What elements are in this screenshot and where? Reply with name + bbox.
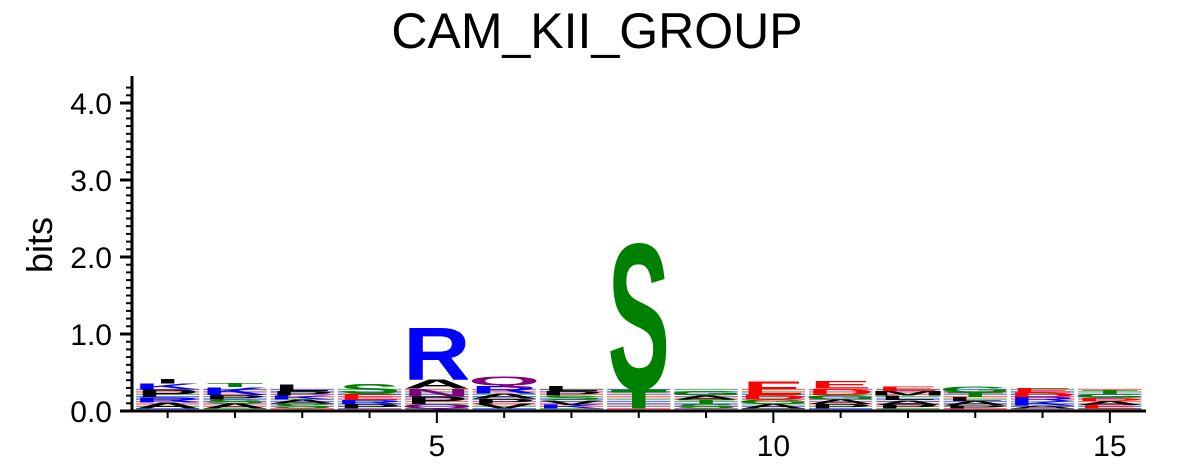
logo-letter-q: Q bbox=[468, 374, 541, 388]
logo-letter-s: S bbox=[608, 201, 670, 433]
logo-letter-k: K bbox=[201, 385, 268, 397]
low-info-residues bbox=[809, 388, 873, 410]
low-info-residues bbox=[1010, 388, 1075, 410]
low-info-residues bbox=[405, 388, 469, 410]
low-info-residues bbox=[674, 388, 738, 410]
y-axis-label: bits bbox=[19, 217, 60, 273]
logo-letter-p: P bbox=[540, 390, 602, 397]
axes: 0.0 1.0 2.0 3.0 4.0 5 10 15 bbox=[70, 76, 1146, 463]
logo-letter-v: V bbox=[540, 399, 602, 406]
logo-letter-a: A bbox=[134, 401, 201, 411]
logo-letter-p: P bbox=[810, 403, 872, 410]
logo-letter-k: K bbox=[134, 382, 202, 392]
logo-letter-a: A bbox=[672, 395, 739, 401]
y-tick-label: 1.0 bbox=[70, 319, 112, 352]
x-tick-label: 5 bbox=[429, 430, 446, 463]
y-tick-label: 4.0 bbox=[70, 88, 112, 121]
logo-letter-p: P bbox=[406, 395, 468, 407]
logo-letter-t: T bbox=[206, 382, 263, 388]
low-info-residues bbox=[741, 388, 805, 410]
logo-letter-d: D bbox=[807, 387, 874, 397]
logo-letter-p: P bbox=[338, 403, 400, 410]
logo-letter-r: R bbox=[1009, 396, 1076, 402]
logo-letter-a: A bbox=[807, 398, 874, 405]
low-info-residues bbox=[943, 388, 1007, 410]
logo-letter-s: S bbox=[338, 381, 400, 398]
low-info-residues bbox=[337, 388, 402, 410]
logo-letter-l: L bbox=[879, 394, 936, 401]
logo-letter-d: D bbox=[740, 394, 807, 401]
low-info-residues bbox=[270, 388, 334, 410]
logo-letter-p: P bbox=[473, 398, 535, 405]
logo-letter-m: M bbox=[869, 390, 947, 397]
chart-title: CAM_KII_GROUP bbox=[391, 3, 802, 59]
logo-letter-p: P bbox=[137, 388, 199, 400]
logo-letter-s: S bbox=[540, 394, 602, 401]
logo-letter-r: R bbox=[403, 311, 470, 395]
logo-letter-k: K bbox=[269, 395, 337, 401]
logo-letter-t: T bbox=[947, 391, 1004, 398]
low-info-residues bbox=[876, 388, 940, 410]
logo-letter-e: E bbox=[742, 378, 804, 399]
logo-letter-e: E bbox=[338, 393, 400, 403]
logo-letter-r: R bbox=[470, 384, 537, 396]
logo-letter-l: L bbox=[947, 396, 1004, 402]
logo-letter-s: S bbox=[204, 399, 266, 405]
low-info-residues bbox=[136, 388, 200, 410]
logo-letter-l: L bbox=[274, 382, 331, 393]
logo-letter-g: G bbox=[804, 394, 877, 401]
logo-letter-a: A bbox=[874, 399, 941, 406]
logo-letter-k: K bbox=[1009, 400, 1077, 407]
logo-letter-e: E bbox=[1011, 387, 1073, 394]
logo-letter-t: T bbox=[678, 398, 735, 405]
logo-letter-i: I bbox=[155, 378, 181, 385]
logo-letter-e: E bbox=[877, 385, 939, 392]
y-tick-label: 2.0 bbox=[70, 242, 112, 275]
logo-letter-a: A bbox=[403, 377, 470, 391]
logo-letter-r: R bbox=[336, 399, 403, 405]
low-info-residues bbox=[607, 388, 671, 410]
x-tick-label: 15 bbox=[1093, 430, 1126, 463]
logo-letter-t: T bbox=[1081, 389, 1138, 395]
logo-letter-q: Q bbox=[401, 403, 474, 410]
logo-letter-e: E bbox=[810, 379, 872, 391]
logo-letter-v: V bbox=[473, 402, 535, 410]
logo-letter-r: R bbox=[134, 396, 201, 404]
logo-letter-p: P bbox=[944, 405, 1006, 410]
logo-letter-a: A bbox=[470, 392, 537, 400]
low-info-residues bbox=[203, 388, 267, 410]
logo-letter-s: S bbox=[271, 402, 333, 410]
logo-letter-n: N bbox=[403, 387, 470, 399]
logo-letter-p: P bbox=[271, 390, 333, 397]
logo-letter-d: D bbox=[1009, 391, 1076, 398]
y-tick-label: 0.0 bbox=[70, 396, 112, 429]
logo-letter-g: G bbox=[939, 385, 1012, 395]
logo-letter-e: E bbox=[1079, 404, 1141, 410]
logo-letter-a: A bbox=[269, 399, 336, 405]
logo-letter-p: P bbox=[877, 404, 939, 410]
logo-letter-a: A bbox=[1076, 400, 1143, 406]
logo-letter-g: G bbox=[737, 398, 810, 405]
low-info-residues bbox=[539, 388, 604, 410]
logo-letter-d: D bbox=[1076, 397, 1143, 402]
logo-letter-a: A bbox=[1009, 405, 1076, 410]
logo-letter-g: G bbox=[1074, 393, 1147, 399]
logo-letter-a: A bbox=[942, 400, 1009, 407]
x-tick-label: 10 bbox=[757, 430, 790, 463]
logo-letter-a: A bbox=[740, 403, 807, 410]
low-info-residues bbox=[472, 388, 536, 410]
logo-letter-a: A bbox=[201, 402, 268, 410]
y-tick-label: 3.0 bbox=[70, 165, 112, 198]
logo-letter-s: S bbox=[675, 403, 737, 410]
logo-letter-g: G bbox=[670, 390, 743, 397]
low-info-residues bbox=[1078, 388, 1142, 410]
logo-letter-p: P bbox=[204, 394, 266, 401]
logo-letter-k: K bbox=[538, 404, 606, 410]
logo-letter-l: L bbox=[543, 384, 600, 392]
